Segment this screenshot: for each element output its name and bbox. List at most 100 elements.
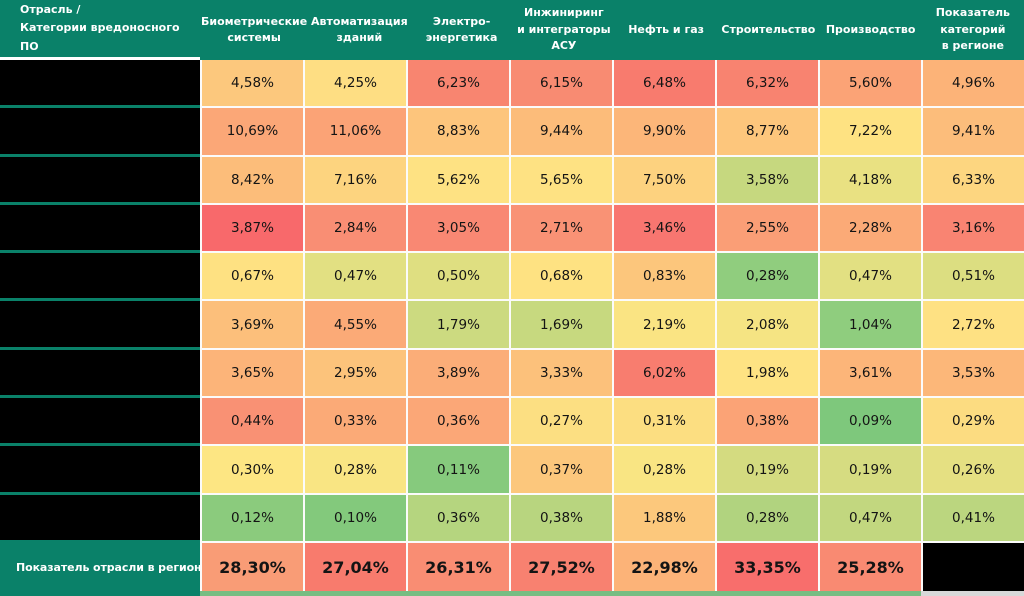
heatmap-cell: 3,89% [406, 349, 509, 399]
table-row: 3,65% 2,95% 3,89% 3,33% 6,02% 1,98% 3,61% 3,53% [0, 349, 1024, 399]
heatmap-cell: 0,28% [715, 494, 818, 543]
heatmap-cell: 6,02% [612, 349, 715, 399]
heatmap-cell: 2,95% [303, 349, 406, 399]
table-row: 0,67% 0,47% 0,50% 0,68% 0,83% 0,28% 0,47% 0,51% [0, 253, 1024, 302]
heatmap-cell: 0,12% [200, 494, 303, 543]
column-header-7: Производство [825, 22, 916, 36]
heatmap-cell: 6,48% [612, 60, 715, 109]
heatmap-cell: 8,42% [200, 156, 303, 205]
heatmap-cell: 0,44% [200, 398, 303, 447]
table-row: 8,42% 7,16% 5,62% 5,65% 7,50% 3,58% 4,18% 6,33% [0, 156, 1024, 205]
heatmap-cell: 0,47% [818, 494, 921, 543]
heatmap-cell: 6,32% [715, 60, 818, 109]
heatmap-cell: 6,15% [509, 60, 612, 109]
row-label-redacted [0, 494, 200, 543]
heatmap-cell: 4,96% [921, 60, 1024, 109]
column-header-6: Строительство [721, 22, 816, 36]
heatmap-cell: 0,09% [818, 398, 921, 447]
heatmap-cell: 0,19% [715, 446, 818, 495]
heatmap-cell: 4,55% [303, 301, 406, 350]
header-row: Отрасль / Категории вредоносного ПО Биом… [0, 0, 1024, 60]
table-body: 4,58% 4,25% 6,23% 6,15% 6,48% 6,32% 5,60% 4,96%… [0, 60, 1024, 543]
footer-cell: 27,04% [303, 543, 406, 591]
heatmap-cell: 1,98% [715, 349, 818, 399]
heatmap-cell: 0,30% [200, 446, 303, 495]
table-row: 4,58% 4,25% 6,23% 6,15% 6,48% 6,32% 5,60% 4,96% [0, 60, 1024, 109]
heatmap-cell: 6,33% [921, 156, 1024, 205]
heatmap-cell: 2,72% [921, 301, 1024, 350]
footer-cell: 26,31% [406, 543, 509, 591]
heatmap-cell: 0,28% [303, 446, 406, 495]
heatmap-cell: 0,38% [509, 494, 612, 543]
bottom-strip-teal-segment [0, 591, 200, 596]
column-header-8: Показатель категорий в регионе [935, 6, 1011, 53]
heatmap-cell: 7,50% [612, 156, 715, 205]
heatmap-cell: 9,44% [509, 108, 612, 157]
heatmap-cell: 0,11% [406, 446, 509, 495]
heatmap-cell: 0,47% [818, 253, 921, 302]
heatmap-cell: 0,29% [921, 398, 1024, 447]
heatmap-cell: 6,23% [406, 60, 509, 109]
heatmap-cell: 0,33% [303, 398, 406, 447]
column-header-1: Биометрические системы [201, 14, 308, 45]
footer-cell: 25,28% [818, 543, 921, 591]
footer-row-label: Показатель отрасли в регионе [0, 543, 209, 591]
heatmap-cell: 0,28% [612, 446, 715, 495]
heatmap-cell: 2,19% [612, 301, 715, 350]
heatmap-cell: 0,19% [818, 446, 921, 495]
heatmap-cell: 0,67% [200, 253, 303, 302]
table-row: 10,69% 11,06% 8,83% 9,44% 9,90% 8,77% 7,22% 9,4… [0, 108, 1024, 157]
heatmap-cell: 4,25% [303, 60, 406, 109]
table-row: 0,44% 0,33% 0,36% 0,27% 0,31% 0,38% 0,09% 0,29% [0, 398, 1024, 447]
heatmap-cell: 1,88% [612, 494, 715, 543]
heatmap-cell: 3,16% [921, 204, 1024, 254]
heatmap-cell: 2,84% [303, 204, 406, 254]
heatmap-cell: 0,26% [921, 446, 1024, 495]
heatmap-cell: 11,06% [303, 108, 406, 157]
heatmap-cell: 1,79% [406, 301, 509, 350]
column-header-5: Нефть и газ [628, 22, 705, 36]
row-label-redacted [0, 301, 200, 350]
footer-cell: 33,35% [715, 543, 818, 591]
heatmap-cell: 0,47% [303, 253, 406, 302]
heatmap-cell: 7,16% [303, 156, 406, 205]
heatmap-cell: 0,28% [715, 253, 818, 302]
heatmap-cell: 3,61% [818, 349, 921, 399]
heatmap-cell: 1,04% [818, 301, 921, 350]
heatmap-cell: 8,83% [406, 108, 509, 157]
heatmap-cell: 3,58% [715, 156, 818, 205]
heatmap-cell: 3,33% [509, 349, 612, 399]
footer-cell-redacted [921, 543, 1024, 591]
heatmap-cell: 5,60% [818, 60, 921, 109]
heatmap-cell: 3,65% [200, 349, 303, 399]
heatmap-cell: 2,28% [818, 204, 921, 254]
heatmap-cell: 5,65% [509, 156, 612, 205]
heatmap-cell: 0,68% [509, 253, 612, 302]
row-label-redacted [0, 108, 200, 157]
heatmap-cell: 10,69% [200, 108, 303, 157]
bottom-strip-gray-segment [921, 591, 1024, 596]
heatmap-cell: 8,77% [715, 108, 818, 157]
heatmap-cell: 2,08% [715, 301, 818, 350]
row-label-redacted [0, 398, 200, 447]
footer-cell: 22,98% [612, 543, 715, 591]
column-header-2: Автоматизация зданий [311, 14, 408, 45]
heatmap-cell: 3,87% [200, 204, 303, 254]
row-label-redacted [0, 349, 200, 399]
heatmap-cell: 0,27% [509, 398, 612, 447]
heatmap-cell: 2,71% [509, 204, 612, 254]
footer-cell: 28,30% [200, 543, 303, 591]
heatmap-cell: 2,55% [715, 204, 818, 254]
table-row: 3,87% 2,84% 3,05% 2,71% 3,46% 2,55% 2,28% 3,16% [0, 204, 1024, 254]
column-header-4: Инжиниринг и интеграторы АСУ [517, 6, 611, 53]
bottom-strip [0, 591, 1024, 596]
heatmap-cell: 0,41% [921, 494, 1024, 543]
bottom-strip-green-segment [200, 591, 921, 596]
row-label-redacted [0, 156, 200, 205]
table-row: 0,30% 0,28% 0,11% 0,37% 0,28% 0,19% 0,19% 0,26% [0, 446, 1024, 495]
heatmap-cell: 0,36% [406, 494, 509, 543]
heatmap-cell: 3,46% [612, 204, 715, 254]
heatmap-cell: 0,31% [612, 398, 715, 447]
table-row: 0,12% 0,10% 0,36% 0,38% 1,88% 0,28% 0,47% 0,41% [0, 494, 1024, 543]
corner-header: Отрасль / Категории вредоносного ПО [0, 0, 200, 60]
